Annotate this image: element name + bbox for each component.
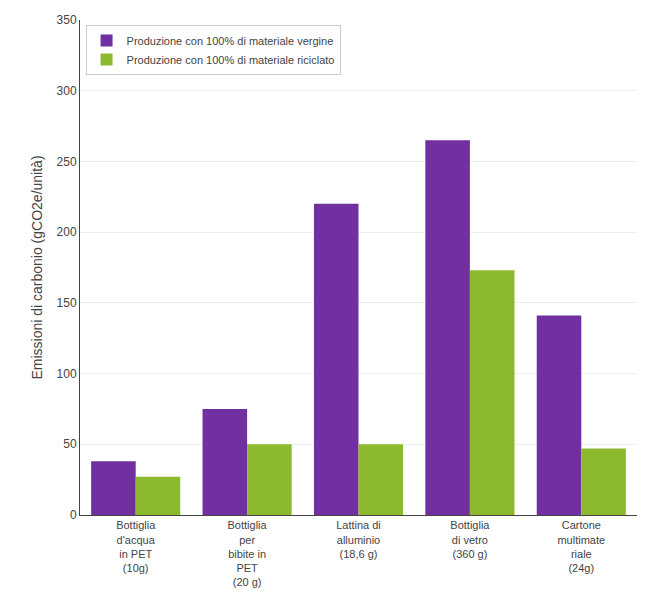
svg-text:Produzione con 100% di materia: Produzione con 100% di materiale vergine (127, 35, 334, 47)
svg-text:300: 300 (57, 84, 77, 98)
svg-text:Cartonemultimateriale(24g): Cartonemultimateriale(24g) (557, 519, 605, 574)
svg-text:50: 50 (63, 437, 77, 451)
svg-text:250: 250 (57, 155, 77, 169)
svg-text:Lattina dialluminio(18,6 g): Lattina dialluminio(18,6 g) (336, 519, 381, 560)
svg-text:100: 100 (57, 367, 77, 381)
svg-text:200: 200 (57, 225, 77, 239)
svg-text:Bottigliadi vetro(360 g): Bottigliadi vetro(360 g) (450, 519, 490, 560)
svg-text:Produzione con 100% di materia: Produzione con 100% di materiale ricicla… (127, 54, 335, 66)
svg-text:Bottigliad'acquain PET(10g): Bottigliad'acquain PET(10g) (116, 519, 156, 574)
svg-text:0: 0 (70, 508, 77, 522)
svg-text:Bottigliaperbibite inPET(20 g): Bottigliaperbibite inPET(20 g) (228, 519, 268, 588)
svg-text:350: 350 (57, 13, 77, 27)
svg-text:Emissioni di carbonio (gCO2e/u: Emissioni di carbonio (gCO2e/unità) (29, 155, 45, 379)
svg-text:150: 150 (57, 296, 77, 310)
